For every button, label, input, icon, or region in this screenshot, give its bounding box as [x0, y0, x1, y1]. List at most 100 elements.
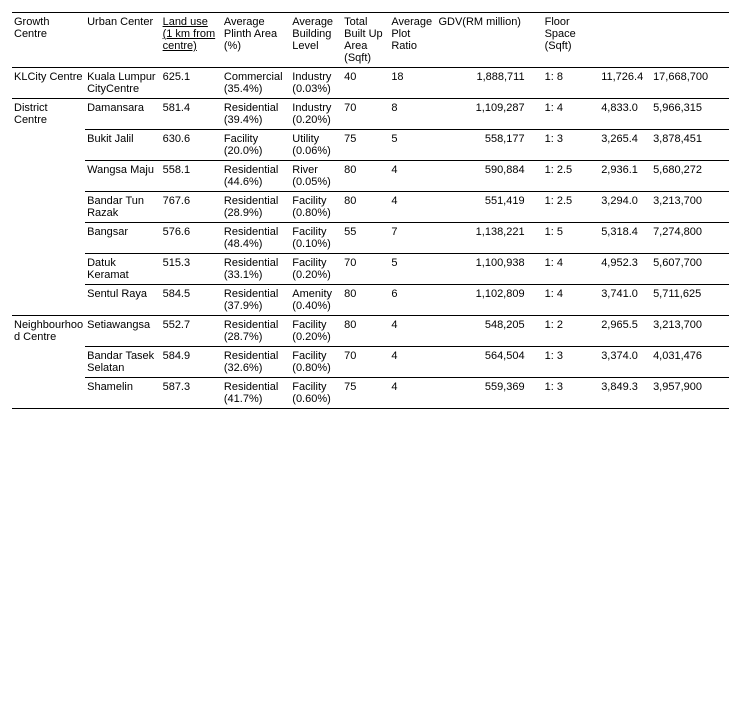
- cell-builtup: 70: [342, 347, 389, 378]
- cell-x1: 4,952.3: [599, 254, 651, 285]
- cell-plot: 4: [389, 316, 436, 347]
- cell-plinth: Residential (41.7%): [222, 378, 290, 409]
- cell-builtup: 75: [342, 378, 389, 409]
- cell-floor: 1: 8: [543, 68, 600, 99]
- col-x1: [599, 13, 651, 68]
- cell-x2: 3,213,700: [651, 316, 729, 347]
- cell-plot: 4: [389, 192, 436, 223]
- cell-group: District Centre: [12, 99, 85, 130]
- cell-plot: 4: [389, 378, 436, 409]
- cell-urban: Sentul Raya: [85, 285, 160, 316]
- cell-builtup: 80: [342, 285, 389, 316]
- table-row: Datuk Keramat515.3Residential (33.1%)Fac…: [12, 254, 729, 285]
- cell-builtup: 55: [342, 223, 389, 254]
- cell-x2: 17,668,700: [651, 68, 729, 99]
- table-row: Bandar Tasek Selatan584.9Residential (32…: [12, 347, 729, 378]
- cell-urban: Bandar Tun Razak: [85, 192, 160, 223]
- cell-x2: 3,957,900: [651, 378, 729, 409]
- table-row: Sentul Raya584.5Residential (37.9%)Ameni…: [12, 285, 729, 316]
- cell-group: KLCity Centre: [12, 68, 85, 99]
- cell-bldg: Industry (0.03%): [290, 68, 342, 99]
- cell-bldg: Facility (0.20%): [290, 254, 342, 285]
- cell-land: 581.4: [161, 99, 222, 130]
- table-row: Bangsar576.6Residential (48.4%)Facility …: [12, 223, 729, 254]
- cell-gdv: 548,205: [436, 316, 542, 347]
- header-row: Growth Centre Urban Center Land use (1 k…: [12, 13, 729, 68]
- cell-floor: 1: 5: [543, 223, 600, 254]
- cell-x2: 4,031,476: [651, 347, 729, 378]
- data-table: Growth Centre Urban Center Land use (1 k…: [12, 12, 729, 409]
- cell-bldg: Industry (0.20%): [290, 99, 342, 130]
- cell-plot: 5: [389, 130, 436, 161]
- cell-plinth: Residential (32.6%): [222, 347, 290, 378]
- table-row: Wangsa Maju558.1Residential (44.6%)River…: [12, 161, 729, 192]
- cell-gdv: 564,504: [436, 347, 542, 378]
- cell-plot: 6: [389, 285, 436, 316]
- cell-plinth: Residential (33.1%): [222, 254, 290, 285]
- cell-x1: 3,265.4: [599, 130, 651, 161]
- cell-x2: 3,878,451: [651, 130, 729, 161]
- col-land: Land use (1 km from centre): [161, 13, 222, 68]
- cell-bldg: River (0.05%): [290, 161, 342, 192]
- table-row: KLCity CentreKuala Lumpur CityCentre625.…: [12, 68, 729, 99]
- cell-builtup: 40: [342, 68, 389, 99]
- cell-land: 552.7: [161, 316, 222, 347]
- cell-land: 558.1: [161, 161, 222, 192]
- table-row: Shamelin587.3Residential (41.7%)Facility…: [12, 378, 729, 409]
- col-x2: [651, 13, 729, 68]
- cell-land: 515.3: [161, 254, 222, 285]
- cell-plot: 5: [389, 254, 436, 285]
- cell-plot: 4: [389, 347, 436, 378]
- cell-land: 587.3: [161, 378, 222, 409]
- cell-x1: 3,849.3: [599, 378, 651, 409]
- cell-group: [12, 161, 85, 192]
- cell-x1: 3,294.0: [599, 192, 651, 223]
- cell-x1: 3,741.0: [599, 285, 651, 316]
- cell-plinth: Residential (44.6%): [222, 161, 290, 192]
- cell-x1: 2,965.5: [599, 316, 651, 347]
- cell-gdv: 1,138,221: [436, 223, 542, 254]
- cell-group: Neighbourhood Centre: [12, 316, 85, 347]
- cell-group: [12, 378, 85, 409]
- cell-urban: Shamelin: [85, 378, 160, 409]
- cell-land: 625.1: [161, 68, 222, 99]
- cell-gdv: 1,109,287: [436, 99, 542, 130]
- cell-builtup: 80: [342, 192, 389, 223]
- cell-urban: Bangsar: [85, 223, 160, 254]
- cell-bldg: Amenity (0.40%): [290, 285, 342, 316]
- cell-plot: 4: [389, 161, 436, 192]
- cell-bldg: Facility (0.80%): [290, 192, 342, 223]
- cell-gdv: 590,884: [436, 161, 542, 192]
- cell-builtup: 70: [342, 99, 389, 130]
- table-row: Bandar Tun Razak767.6Residential (28.9%)…: [12, 192, 729, 223]
- cell-gdv: 1,888,711: [436, 68, 542, 99]
- cell-floor: 1: 2.5: [543, 161, 600, 192]
- cell-plot: 8: [389, 99, 436, 130]
- cell-x1: 11,726.4: [599, 68, 651, 99]
- cell-x2: 5,607,700: [651, 254, 729, 285]
- cell-group: [12, 223, 85, 254]
- cell-floor: 1: 3: [543, 130, 600, 161]
- cell-x2: 5,711,625: [651, 285, 729, 316]
- col-plinth: Average Plinth Area (%): [222, 13, 290, 68]
- cell-bldg: Facility (0.10%): [290, 223, 342, 254]
- cell-land: 767.6: [161, 192, 222, 223]
- cell-plinth: Residential (48.4%): [222, 223, 290, 254]
- col-urban: Urban Center: [85, 13, 160, 68]
- cell-urban: Bandar Tasek Selatan: [85, 347, 160, 378]
- cell-urban: Setiawangsa: [85, 316, 160, 347]
- cell-urban: Bukit Jalil: [85, 130, 160, 161]
- cell-urban: Datuk Keramat: [85, 254, 160, 285]
- table-row: Bukit Jalil630.6Facility (20.0%)Utility …: [12, 130, 729, 161]
- cell-bldg: Facility (0.20%): [290, 316, 342, 347]
- table-row: Neighbourhood CentreSetiawangsa552.7Resi…: [12, 316, 729, 347]
- cell-plinth: Residential (39.4%): [222, 99, 290, 130]
- cell-floor: 1: 3: [543, 347, 600, 378]
- cell-floor: 1: 4: [543, 254, 600, 285]
- cell-plinth: Facility (20.0%): [222, 130, 290, 161]
- cell-builtup: 80: [342, 316, 389, 347]
- cell-x1: 3,374.0: [599, 347, 651, 378]
- cell-group: [12, 347, 85, 378]
- cell-urban: Kuala Lumpur CityCentre: [85, 68, 160, 99]
- cell-plinth: Residential (28.9%): [222, 192, 290, 223]
